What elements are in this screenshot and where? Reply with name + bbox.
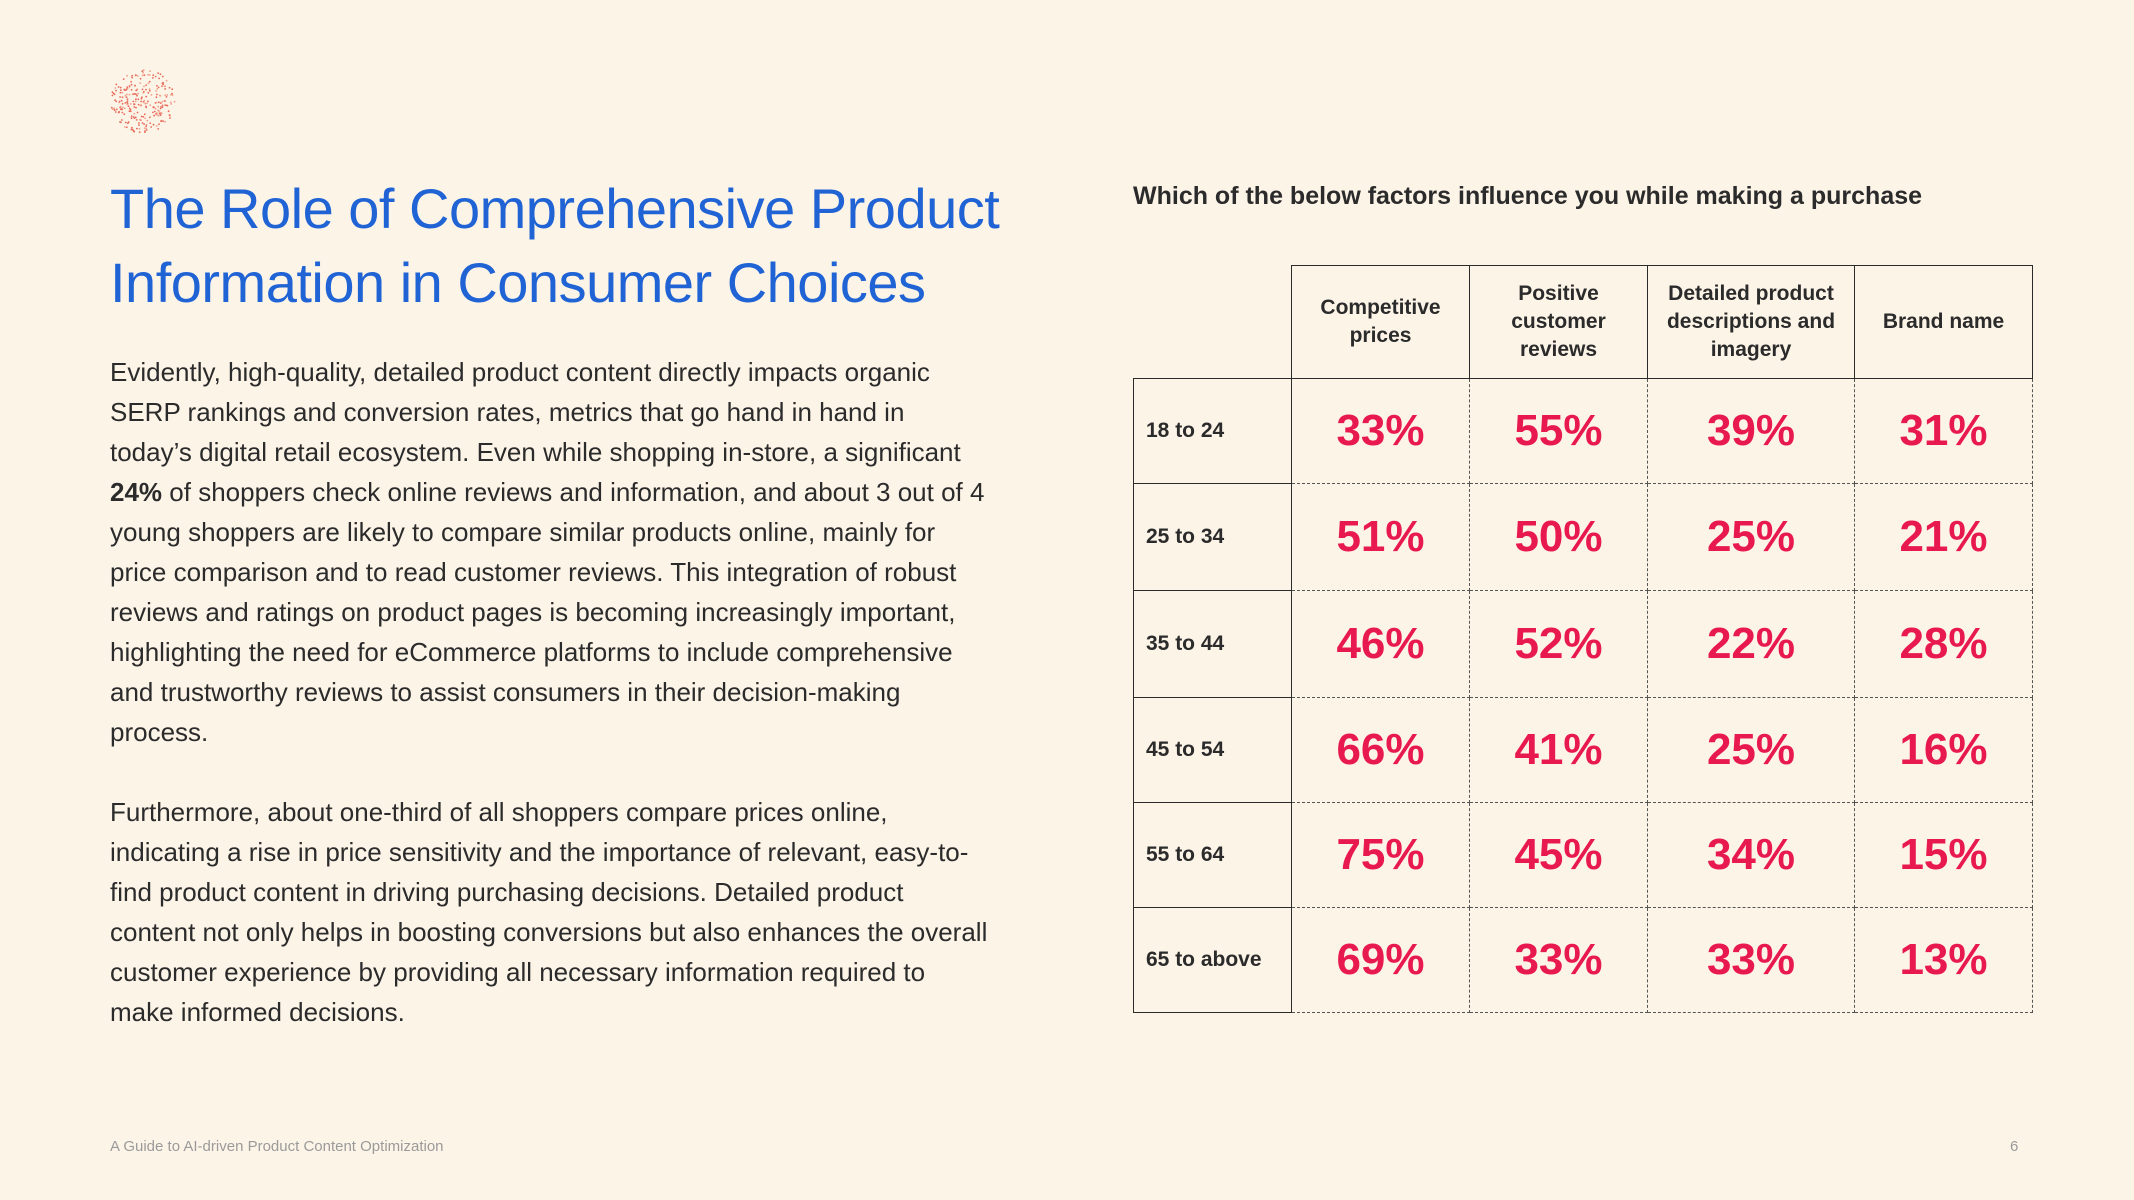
page-title: The Role of Comprehensive Product Inform…: [110, 172, 1010, 320]
value-cell: 25%: [1647, 697, 1855, 803]
table-row: 65 to above 69% 33% 33% 13%: [1133, 907, 2033, 1013]
value-cell: 52%: [1469, 590, 1648, 698]
row-label: 45 to 54: [1133, 697, 1292, 803]
value-cell: 28%: [1854, 590, 2033, 698]
title-line-2: Information in Consumer Choices: [110, 251, 926, 314]
value-cell: 75%: [1291, 802, 1470, 908]
table-corner: [1134, 266, 1292, 379]
value-cell: 51%: [1291, 483, 1470, 591]
value-cell: 41%: [1469, 697, 1648, 803]
table-header-row: Competitive prices Positive customer rev…: [1134, 265, 2033, 379]
table-body: 18 to 24 33% 55% 39% 31% 25 to 34 51% 50% 25% 21%…: [1133, 378, 2033, 1013]
logo-dot-sphere-icon: [110, 69, 176, 133]
value-cell: 22%: [1647, 590, 1855, 698]
paragraph-1-start: Evidently, high-quality, detailed produc…: [110, 357, 961, 467]
paragraph-1: Evidently, high-quality, detailed produc…: [110, 352, 990, 752]
row-label: 25 to 34: [1133, 483, 1292, 591]
column-header: Brand name: [1854, 265, 2033, 379]
value-cell: 31%: [1854, 378, 2033, 484]
body-text: Evidently, high-quality, detailed produc…: [110, 352, 990, 1072]
row-label: 65 to above: [1133, 907, 1292, 1013]
survey-table: Competitive prices Positive customer rev…: [1133, 265, 2033, 1013]
value-cell: 55%: [1469, 378, 1648, 484]
row-label: 35 to 44: [1133, 590, 1292, 698]
table-row: 45 to 54 66% 41% 25% 16%: [1133, 697, 2033, 803]
table-row: 55 to 64 75% 45% 34% 15%: [1133, 802, 2033, 908]
value-cell: 33%: [1469, 907, 1648, 1013]
value-cell: 34%: [1647, 802, 1855, 908]
table-title: Which of the below factors influence you…: [1133, 182, 1923, 210]
page-number: 6: [2010, 1138, 2019, 1155]
column-header: Competitive prices: [1291, 265, 1470, 379]
footer-text: A Guide to AI-driven Product Content Opt…: [110, 1138, 444, 1155]
value-cell: 21%: [1854, 483, 2033, 591]
value-cell: 25%: [1647, 483, 1855, 591]
value-cell: 33%: [1291, 378, 1470, 484]
value-cell: 45%: [1469, 802, 1648, 908]
table-row: 18 to 24 33% 55% 39% 31%: [1133, 378, 2033, 484]
highlight-stat: 24%: [110, 477, 163, 507]
table-row: 35 to 44 46% 52% 22% 28%: [1133, 590, 2033, 698]
paragraph-1-end: of shoppers check online reviews and inf…: [110, 477, 985, 747]
paragraph-2: Furthermore, about one-third of all shop…: [110, 797, 988, 1027]
value-cell: 69%: [1291, 907, 1470, 1013]
column-header: Positive customer reviews: [1469, 265, 1648, 379]
value-cell: 13%: [1854, 907, 2033, 1013]
value-cell: 33%: [1647, 907, 1855, 1013]
row-label: 55 to 64: [1133, 802, 1292, 908]
column-header: Detailed product descriptions and imager…: [1647, 265, 1855, 379]
table-row: 25 to 34 51% 50% 25% 21%: [1133, 483, 2033, 591]
title-line-1: The Role of Comprehensive Product: [110, 177, 1000, 240]
value-cell: 46%: [1291, 590, 1470, 698]
value-cell: 16%: [1854, 697, 2033, 803]
value-cell: 50%: [1469, 483, 1648, 591]
value-cell: 39%: [1647, 378, 1855, 484]
value-cell: 15%: [1854, 802, 2033, 908]
row-label: 18 to 24: [1133, 378, 1292, 484]
value-cell: 66%: [1291, 697, 1470, 803]
